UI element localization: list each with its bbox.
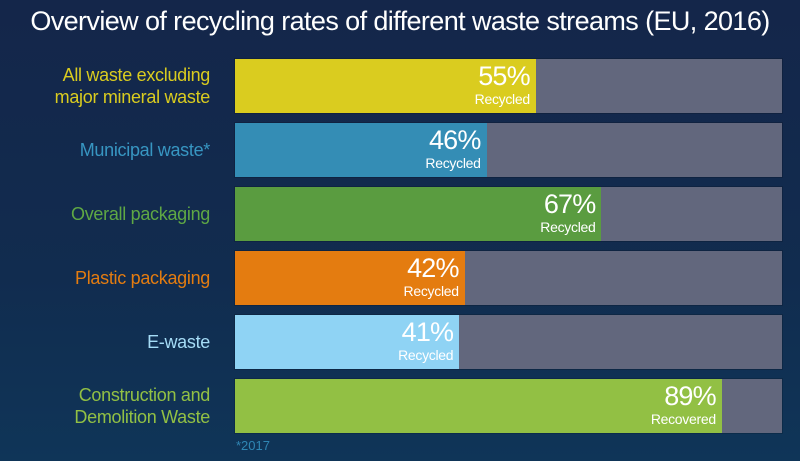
category-label: Municipal waste* <box>79 140 211 160</box>
bar-row: Plastic packaging 42% Recycled <box>0 251 800 305</box>
value-label-group: 42% Recycled <box>403 253 460 299</box>
bar: 55% Recycled <box>235 59 536 113</box>
category-label: Plastic packaging <box>75 268 210 288</box>
bar-row: E-waste 41% Recycled <box>0 315 800 369</box>
value-label-group: 55% Recycled <box>474 61 531 107</box>
bar-row: Municipal waste* 46% Recycled <box>0 123 800 177</box>
status-label: Recycled <box>474 91 530 107</box>
bar-track: 89% Recovered <box>235 379 782 433</box>
bar-track: 55% Recycled <box>235 59 782 113</box>
value-label: 41% <box>401 317 454 347</box>
category-label: E-waste <box>147 332 210 352</box>
bar: 41% Recycled <box>235 315 460 369</box>
bar-row: All waste excluding major mineral waste 5… <box>0 59 800 113</box>
bar: 46% Recycled <box>235 123 487 177</box>
value-label: 42% <box>407 253 459 283</box>
bar: 67% Recycled <box>235 187 602 241</box>
value-label-group: 67% Recycled <box>540 189 596 235</box>
value-label-group: 89% Recovered <box>650 381 717 427</box>
status-label: Recovered <box>650 411 716 427</box>
value-label: 46% <box>428 125 481 155</box>
value-label-group: 41% Recycled <box>398 317 454 363</box>
category-label: All waste excluding major mineral waste <box>54 65 211 107</box>
bar-row: Construction and Demolition Waste 89% Reco… <box>0 379 800 433</box>
category-label: Construction and Demolition Waste <box>74 385 210 427</box>
bar-track: 67% Recycled <box>235 187 782 241</box>
bar: 89% Recovered <box>235 379 722 433</box>
status-label: Recycled <box>425 155 481 171</box>
status-label: Recycled <box>403 283 459 299</box>
bar-row: Overall packaging 67% Recycled <box>0 187 800 241</box>
bar-track: 46% Recycled <box>235 123 782 177</box>
value-label: 89% <box>664 381 716 411</box>
value-label-group: 46% Recycled <box>425 125 481 171</box>
bar: 42% Recycled <box>235 251 465 305</box>
bar-track: 42% Recycled <box>235 251 782 305</box>
chart-title: Overview of recycling rates of different… <box>30 6 770 36</box>
value-label: 55% <box>478 61 530 91</box>
status-label: Recycled <box>540 219 596 235</box>
footnote: *2017 <box>236 438 270 453</box>
value-label: 67% <box>543 189 596 219</box>
bar-track: 41% Recycled <box>235 315 782 369</box>
category-label: Overall packaging <box>71 204 210 224</box>
status-label: Recycled <box>398 347 454 363</box>
